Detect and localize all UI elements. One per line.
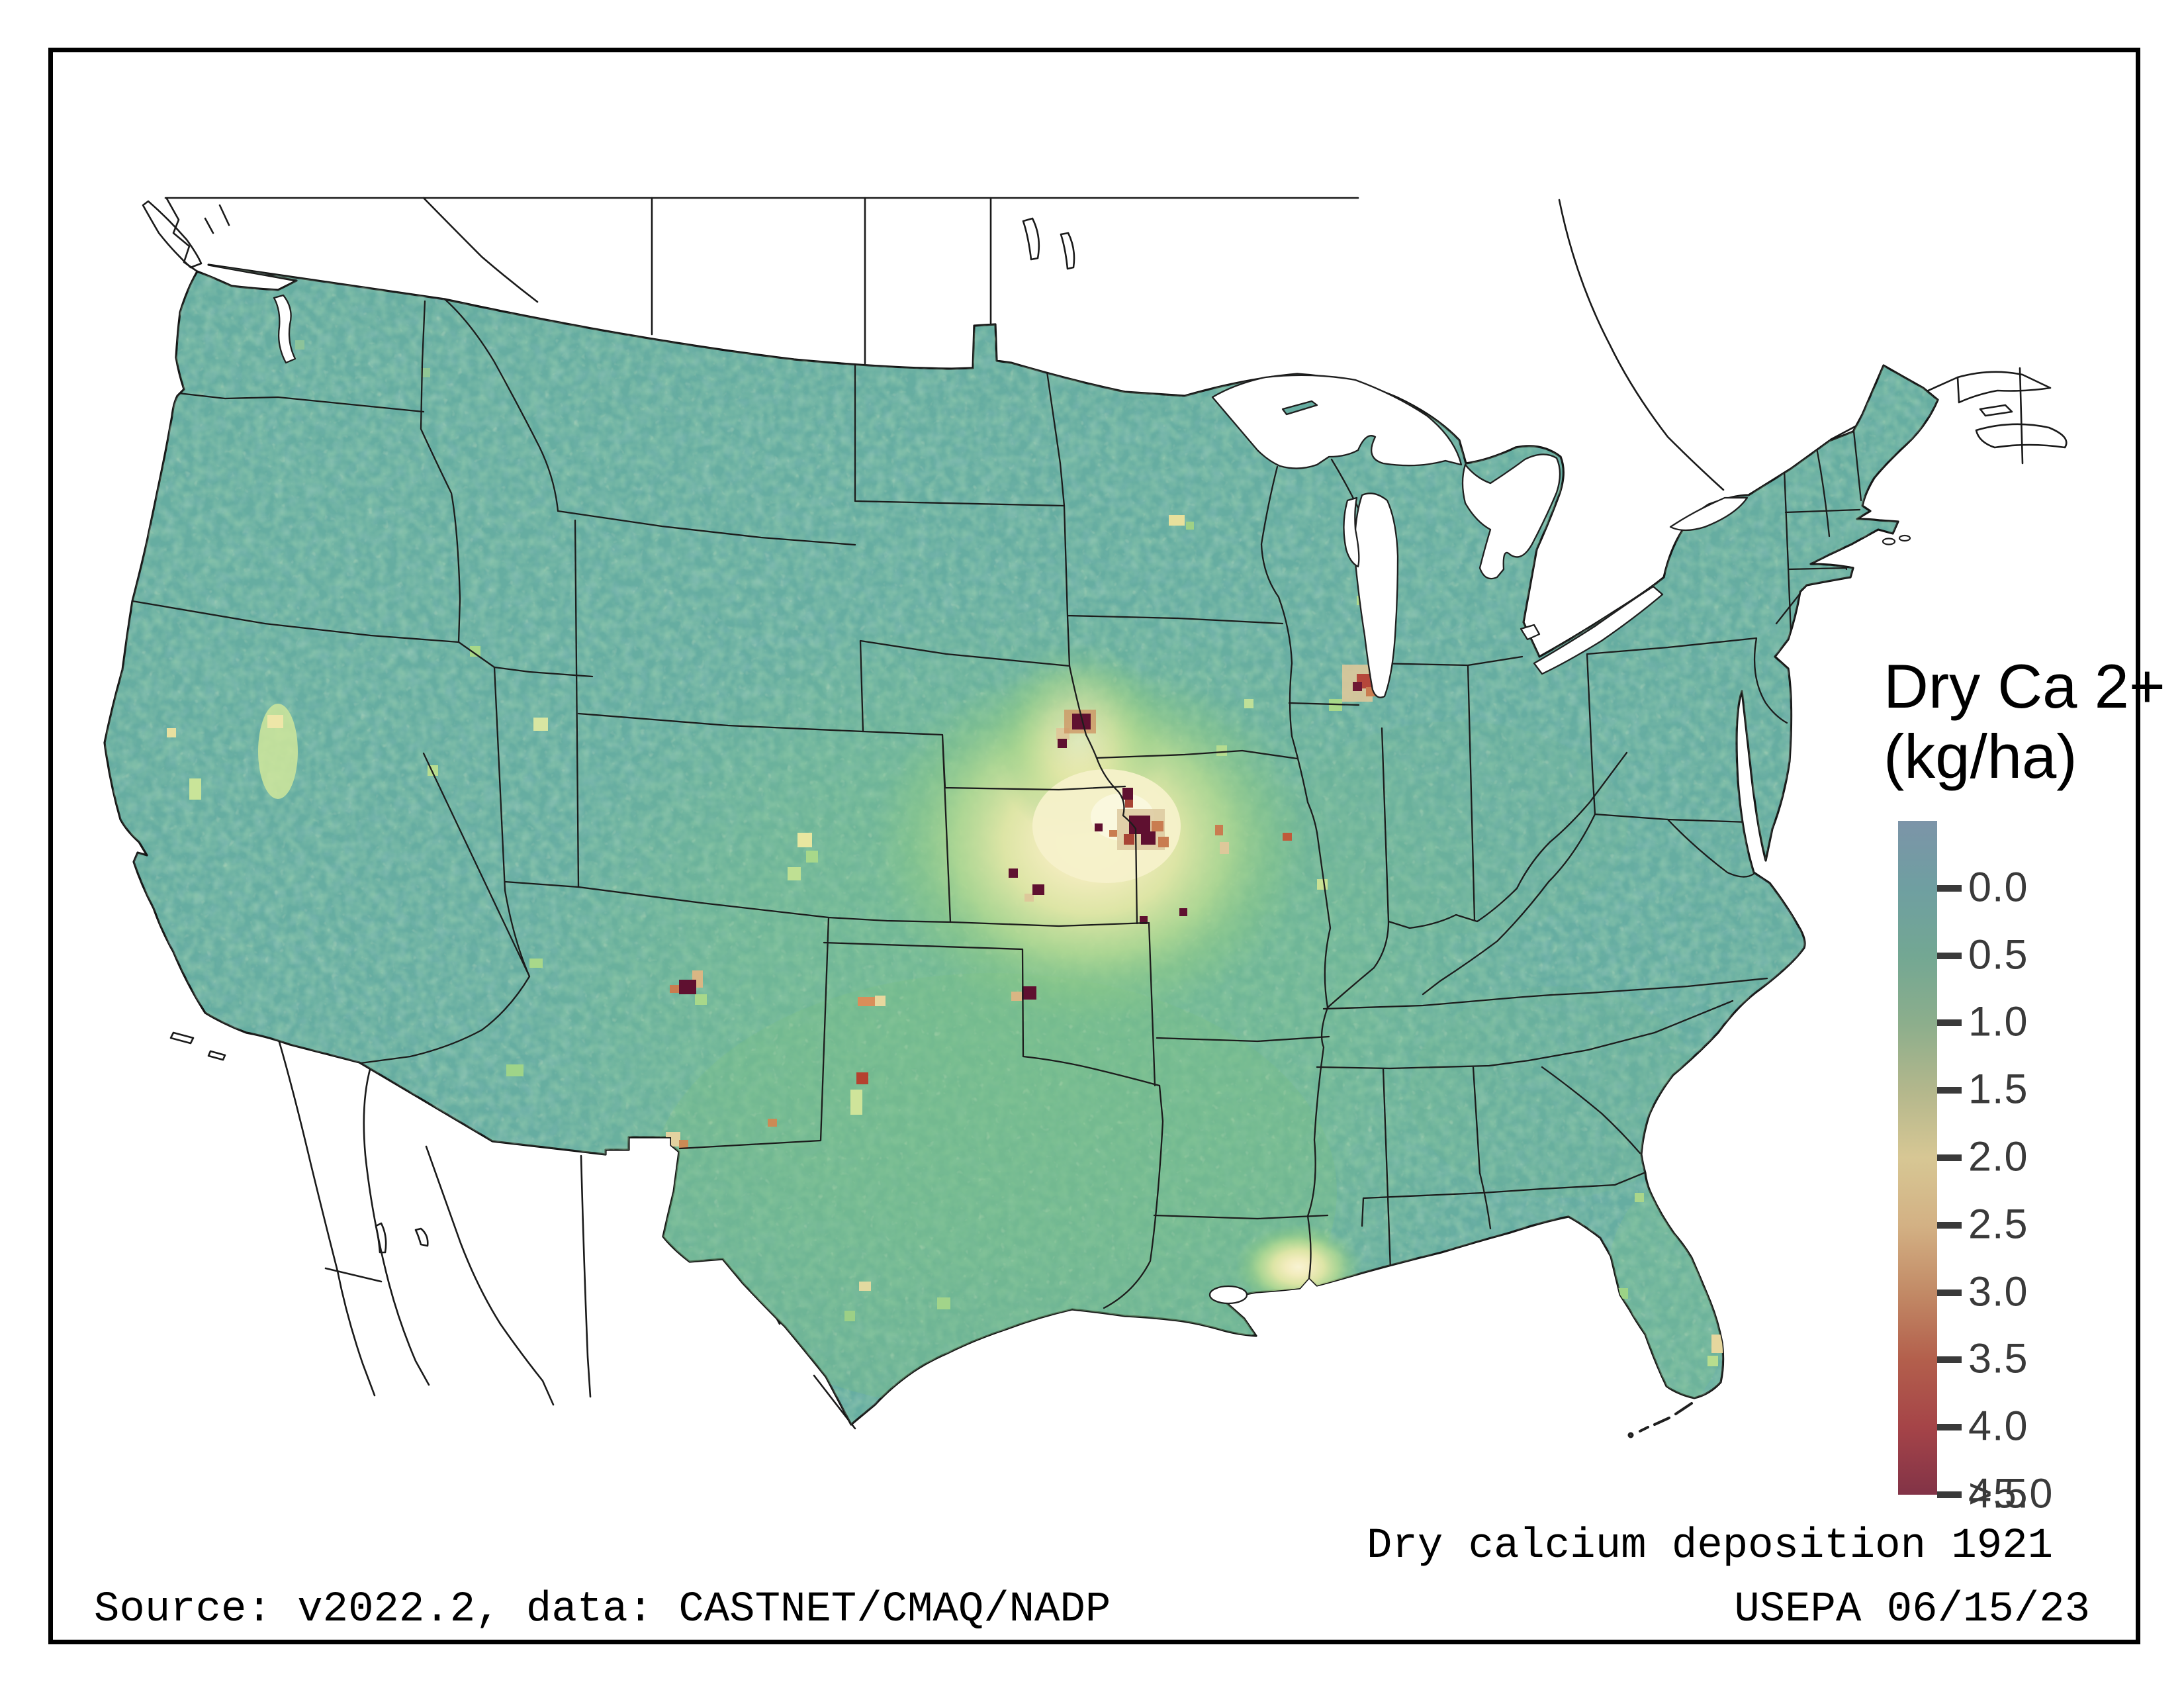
legend-title-line2: (kg/ha)	[1884, 722, 2077, 792]
domain-edge-line	[2019, 367, 2024, 465]
lake-michigan	[1353, 492, 1399, 698]
baja-pacific-coast	[278, 1041, 376, 1397]
dfw-hotspot	[1235, 1225, 1362, 1309]
tick-mark	[1937, 1356, 1962, 1363]
lake-pontchartrain	[1208, 1285, 1248, 1305]
tick-label: 0.0	[1968, 864, 2028, 911]
puget-sound	[273, 294, 296, 364]
tick-label: 0.5	[1968, 931, 2028, 978]
green-bay	[1343, 496, 1360, 568]
gaspe-outline	[1956, 371, 2052, 404]
lake-ontario	[1669, 496, 1749, 532]
portland-cell	[267, 715, 283, 728]
gulf-california-islands	[375, 1222, 429, 1254]
pei-outline	[1979, 404, 2013, 417]
channel-islands	[169, 1031, 226, 1061]
lake-huron	[1461, 453, 1561, 580]
tick-label: 1.0	[1968, 998, 2028, 1045]
baja-state-line	[324, 1267, 383, 1283]
state-borders	[131, 298, 1862, 1309]
atlantic-islands	[1882, 534, 1911, 545]
ottawa-river	[1558, 199, 1725, 491]
tick-label: 2.5	[1968, 1201, 2028, 1248]
caption-agency-date: USEPA 06/15/23	[1734, 1586, 2090, 1634]
tick-mark	[1937, 1222, 1962, 1229]
colorbar-wrap: 0.0 0.5 1.0 1.5 2.0 2.5 3.0 3.5 4.0 4.5 …	[1898, 821, 2052, 1517]
lake-superior	[1211, 374, 1463, 469]
sonora-coast	[425, 1145, 555, 1406]
nova-scotia-outline	[1975, 423, 2068, 449]
tick-label: 4.5	[1968, 1470, 2028, 1517]
isle-royale	[1281, 400, 1318, 416]
tick-mark	[1937, 1289, 1962, 1296]
lake-st-clair	[1520, 624, 1541, 641]
florida-keys	[1627, 1402, 1693, 1438]
sonora-chihuahua-border	[580, 1154, 592, 1398]
tick-mark	[1937, 1019, 1962, 1026]
bc-alberta-border	[422, 197, 539, 303]
tick-mark	[1937, 1424, 1962, 1430]
tick-mark	[1937, 885, 1962, 892]
tick-mark	[1937, 1491, 1962, 1498]
bc-coastline	[165, 197, 230, 273]
colorbar	[1898, 821, 1937, 1495]
legend-title-line1: Dry Ca 2+	[1884, 651, 2165, 721]
great-lakes	[273, 294, 1749, 1305]
tick-label: 3.5	[1968, 1335, 2028, 1382]
tick-label: 4.0	[1968, 1403, 2028, 1450]
tick-label: 1.5	[1968, 1066, 2028, 1113]
legend-title: Dry Ca 2+ (kg/ha)	[1884, 651, 2165, 792]
caption-map-title: Dry calcium deposition 1921	[1367, 1523, 2053, 1570]
tick-label: 2.0	[1968, 1133, 2028, 1180]
tick-mark	[1937, 953, 1962, 959]
tick-label: 3.0	[1968, 1268, 2028, 1315]
lake-winnipeg	[1022, 217, 1075, 270]
caption-source: Source: v2022.2, data: CASTNET/CMAQ/NADP	[94, 1586, 1111, 1634]
lake-erie	[1533, 585, 1664, 675]
vancouver-island	[142, 200, 203, 269]
tick-mark	[1937, 1154, 1962, 1161]
baja-gulf-coast	[363, 1066, 430, 1386]
tick-mark	[1937, 1087, 1962, 1094]
tick-label: >5.0	[1968, 1470, 2054, 1517]
deposition-raster	[105, 265, 1938, 1425]
